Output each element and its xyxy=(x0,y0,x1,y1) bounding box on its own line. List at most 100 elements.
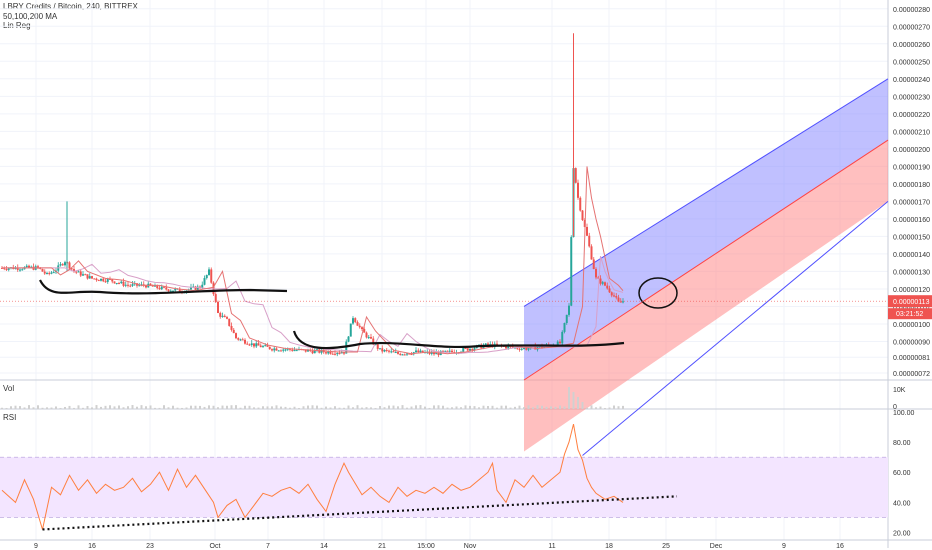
price-axis-label: 0.00000072 xyxy=(893,371,930,378)
candle-body xyxy=(37,266,39,268)
candle-body xyxy=(613,295,615,297)
candle-body xyxy=(442,350,444,352)
candle-body xyxy=(73,269,75,272)
candle-body xyxy=(496,343,498,346)
candle-body xyxy=(196,286,199,290)
ma-indicator-label[interactable]: 50,100,200 MA xyxy=(3,12,58,21)
volume-bar xyxy=(64,406,66,409)
time-axis-label: 18 xyxy=(605,543,613,550)
candle-body xyxy=(122,281,125,286)
candle-body xyxy=(525,347,528,350)
volume-bar xyxy=(95,405,98,409)
price-axis-label: 0.00000130 xyxy=(893,269,930,276)
candle-body xyxy=(203,278,206,285)
candle-body xyxy=(118,283,120,285)
price-axis-label: 0.00000270 xyxy=(893,24,930,31)
candle-body xyxy=(446,350,449,352)
candle-body xyxy=(172,290,174,292)
candle-body xyxy=(320,349,323,353)
volume-bar xyxy=(235,405,237,409)
candle-body xyxy=(356,322,359,326)
volume-bar xyxy=(590,405,593,409)
candle-body xyxy=(259,345,262,348)
candle-body xyxy=(167,289,170,292)
price-tag xyxy=(888,295,932,308)
volume-bar xyxy=(131,405,134,409)
candle-body xyxy=(237,338,240,340)
candle-body xyxy=(590,246,593,260)
volume-bar xyxy=(577,397,579,409)
price-axis-label: 0.00000250 xyxy=(893,59,930,66)
candle-body xyxy=(106,278,109,282)
candle-body xyxy=(1,267,3,269)
candle-body xyxy=(579,197,582,211)
volume-bar xyxy=(500,405,503,409)
volume-bar xyxy=(523,407,525,409)
volume-bar xyxy=(244,405,246,409)
price-axis-label: 0.00000180 xyxy=(893,182,930,189)
base-annotation-curve xyxy=(39,279,288,295)
candle-body xyxy=(592,259,595,269)
volume-bar xyxy=(487,406,489,409)
candle-body xyxy=(604,282,606,286)
volume-bar xyxy=(154,407,156,409)
volume-axis-label: 10K xyxy=(893,387,906,394)
candle-body xyxy=(262,346,264,348)
linreg-indicator-label[interactable]: Lin Reg xyxy=(3,21,31,30)
candle-body xyxy=(163,286,165,288)
candle-body xyxy=(271,349,273,351)
candle-body xyxy=(534,345,537,350)
volume-bar xyxy=(482,405,485,409)
candle-body xyxy=(408,353,411,355)
volume-bar xyxy=(230,405,233,409)
candle-body xyxy=(59,264,62,266)
candle-body xyxy=(84,274,87,276)
volume-bar xyxy=(145,406,147,409)
candle-body xyxy=(563,323,566,332)
volume-bar xyxy=(316,405,318,409)
volume-bar xyxy=(86,405,89,409)
volume-bar xyxy=(532,407,534,409)
price-axis-label: 0.00000150 xyxy=(893,234,930,241)
candle-body xyxy=(473,348,476,351)
candle-body xyxy=(385,349,388,351)
candle-body xyxy=(68,262,71,269)
candle-body xyxy=(394,352,397,354)
candle-body xyxy=(48,272,51,274)
volume-bar xyxy=(617,406,620,409)
candle-body xyxy=(43,271,46,274)
volume-bar xyxy=(518,405,521,409)
candle-body xyxy=(444,350,447,352)
candle-body xyxy=(597,277,600,279)
candle-body xyxy=(606,285,609,289)
candle-body xyxy=(255,343,258,347)
candle-body xyxy=(610,292,613,296)
candle-body xyxy=(622,301,624,303)
price-axis-label: 0.00000110 xyxy=(893,304,930,311)
candle-body xyxy=(138,285,141,287)
candle-body xyxy=(403,354,406,356)
volume-bar xyxy=(455,406,458,409)
candle-body xyxy=(327,351,330,354)
volume-bar xyxy=(320,407,323,409)
price-axis-label: 0.00000100 xyxy=(893,322,930,329)
volume-bar xyxy=(298,407,300,409)
volume-bar xyxy=(338,407,341,409)
candle-body xyxy=(61,264,64,266)
volume-bar xyxy=(307,405,309,409)
candle-body xyxy=(304,349,307,352)
symbol-title[interactable]: LBRY Credits / Bitcoin, 240, BITTREX xyxy=(3,2,138,11)
candle-body xyxy=(595,268,597,278)
volume-bar xyxy=(46,407,48,409)
volume-bar xyxy=(302,406,305,409)
candle-body xyxy=(448,350,451,352)
candle-body xyxy=(433,352,435,355)
time-axis-label: 23 xyxy=(146,543,154,550)
volume-bar xyxy=(104,405,107,409)
volume-bar xyxy=(82,407,84,409)
time-axis-label: 21 xyxy=(378,543,386,550)
rsi-pane-label: RSI xyxy=(3,413,17,422)
volume-bar xyxy=(451,407,453,409)
candle-body xyxy=(104,281,107,283)
